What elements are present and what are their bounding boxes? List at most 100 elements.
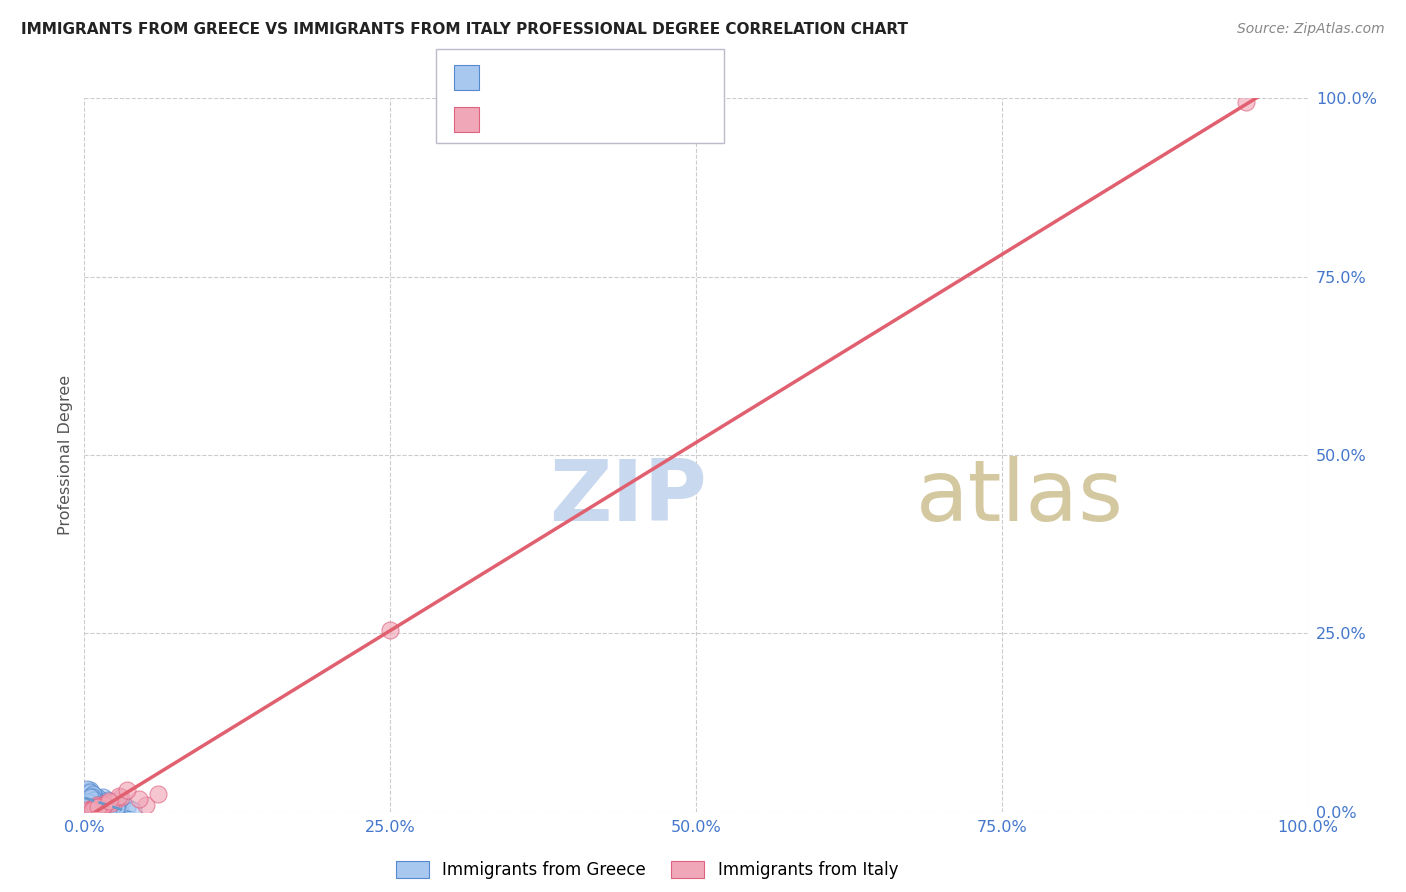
Point [86, 801, 108, 815]
Point [96, 796, 118, 810]
Point [77, 792, 100, 806]
Point [97, 792, 120, 806]
Point [84, 799, 107, 814]
Point [82, 788, 104, 802]
Point [86, 789, 108, 804]
Point [79, 803, 101, 817]
Text: Source: ZipAtlas.com: Source: ZipAtlas.com [1237, 22, 1385, 37]
Point [94, 800, 117, 814]
Text: atlas: atlas [917, 456, 1125, 540]
Point [86, 796, 108, 810]
Point [83, 791, 105, 805]
Text: N =: N = [599, 111, 636, 128]
Point [83, 793, 105, 807]
Text: 0.969: 0.969 [531, 111, 591, 128]
Point [83, 790, 105, 805]
Text: ZIP: ZIP [550, 456, 707, 540]
Point [79, 798, 101, 813]
Point [1234, 95, 1257, 109]
Point [80, 798, 103, 813]
Point [77, 795, 100, 809]
Point [128, 792, 150, 806]
Point [86, 796, 108, 810]
Point [80, 803, 103, 817]
Point [77, 795, 100, 809]
Point [93, 799, 115, 814]
Point [135, 797, 157, 812]
Point [79, 797, 101, 812]
Point [87, 799, 110, 814]
Point [96, 802, 118, 816]
Point [89, 801, 111, 815]
Point [86, 798, 108, 813]
Point [77, 802, 100, 816]
Point [110, 797, 132, 812]
Point [107, 789, 129, 803]
Point [97, 800, 120, 814]
Text: IMMIGRANTS FROM GREECE VS IMMIGRANTS FROM ITALY PROFESSIONAL DEGREE CORRELATION : IMMIGRANTS FROM GREECE VS IMMIGRANTS FRO… [21, 22, 908, 37]
Point [77, 789, 100, 803]
Point [110, 790, 132, 805]
Point [84, 800, 107, 814]
Point [91, 797, 114, 812]
Point [80, 796, 103, 810]
Point [87, 793, 110, 807]
Point [107, 800, 129, 814]
Point [104, 794, 127, 808]
Point [89, 799, 111, 814]
Point [90, 797, 112, 811]
Point [97, 799, 120, 814]
Text: R =: R = [489, 69, 526, 87]
Point [77, 786, 100, 800]
Point [115, 800, 138, 814]
Point [98, 801, 121, 815]
Point [84, 799, 107, 814]
Text: -0.046: -0.046 [531, 69, 591, 87]
Point [87, 799, 110, 814]
Point [79, 783, 101, 797]
Point [80, 792, 103, 806]
Point [91, 799, 114, 814]
Point [77, 785, 100, 799]
Point [380, 623, 402, 637]
Point [84, 797, 107, 812]
Point [105, 801, 128, 815]
Legend: Immigrants from Greece, Immigrants from Italy: Immigrants from Greece, Immigrants from … [389, 854, 905, 886]
Point [100, 796, 122, 810]
Point [94, 798, 117, 813]
Point [82, 801, 104, 815]
Point [101, 800, 124, 814]
Point [115, 783, 138, 797]
Point [84, 802, 107, 816]
Point [77, 794, 100, 808]
Point [86, 799, 108, 814]
Point [87, 792, 110, 806]
Text: 24: 24 [640, 111, 664, 128]
Point [103, 802, 125, 816]
Point [91, 797, 114, 812]
Point [91, 799, 114, 814]
Point [83, 792, 105, 806]
Point [83, 801, 105, 815]
Point [97, 794, 120, 808]
Point [82, 789, 104, 803]
Point [96, 799, 118, 814]
Point [97, 799, 120, 814]
Point [83, 803, 105, 817]
Point [89, 798, 111, 813]
Point [87, 795, 110, 809]
Text: R =: R = [489, 111, 526, 128]
Point [80, 789, 103, 803]
Y-axis label: Professional Degree: Professional Degree [58, 375, 73, 535]
Text: N =: N = [599, 69, 636, 87]
Point [97, 799, 120, 814]
Point [80, 790, 103, 805]
Point [104, 800, 127, 814]
Point [79, 789, 101, 804]
Point [79, 785, 101, 799]
Point [87, 799, 110, 814]
Point [87, 796, 110, 810]
Point [93, 801, 115, 815]
Point [89, 797, 111, 811]
Point [122, 803, 145, 817]
